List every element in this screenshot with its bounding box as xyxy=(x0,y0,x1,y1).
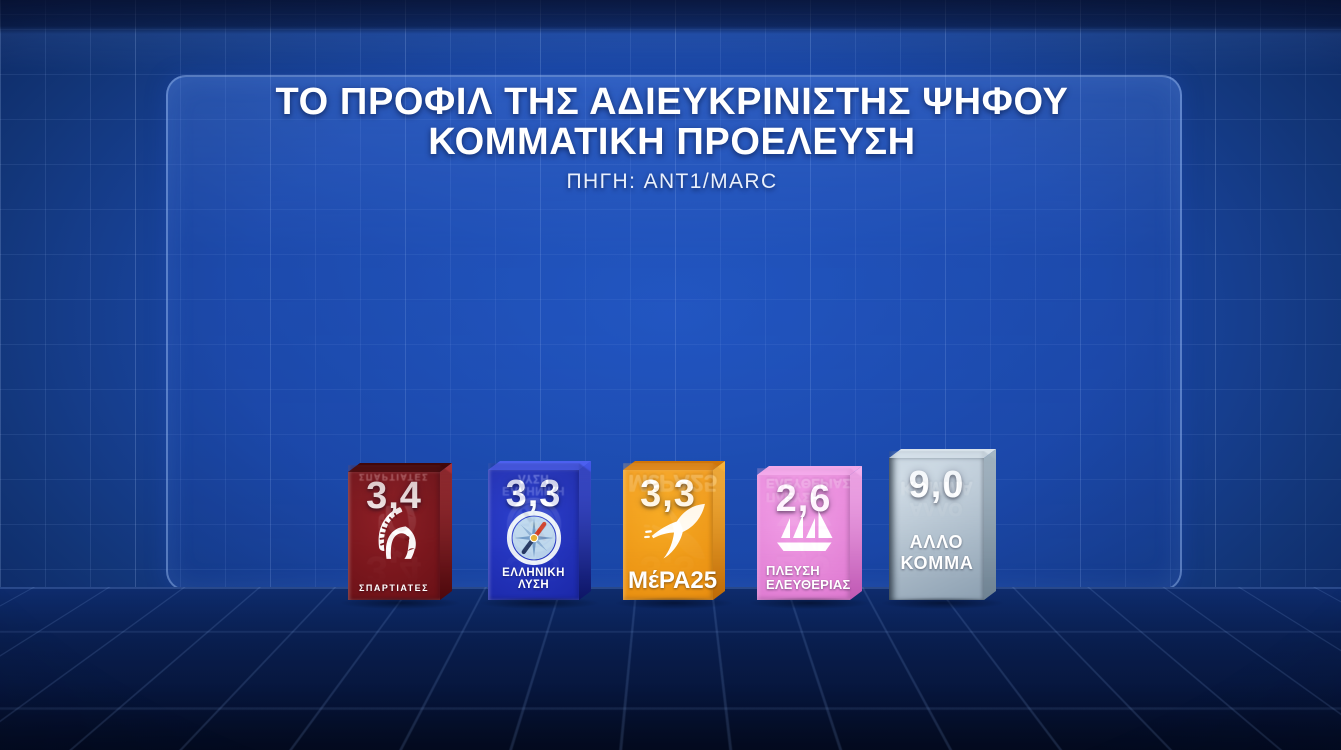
chart-title-line1: ΤΟ ΠΡΟΦΙΛ ΤΗΣ ΑΔΙΕΥΚΡΙΝΙΣΤΗΣ ΨΗΦΟΥ xyxy=(275,81,1069,123)
chart-title-line2: ΚΟΜΜΑΤΙΚΗ ΠΡΟΕΛΕΥΣΗ xyxy=(428,121,916,163)
bar-front-face: 3,3 ΕΛΛΗΝΙΚΗ ΛΥΣΗ xyxy=(488,470,579,600)
header: ΤΟ ΠΡΟΦΙΛ ΤΗΣ ΑΔΙΕΥΚΡΙΝΙΣΤΗΣ ΨΗΦΟΥ ΚΟΜΜΑ… xyxy=(166,82,1178,194)
bar-party-label: ΜέΡΑ25 xyxy=(628,567,718,594)
bar-party-label: ΣΠΑΡΤΙΑΤΕΣ xyxy=(358,583,430,593)
bar-spartiates-box: 3,4 ΣΠΑΡΤΙΑΤΕΣ xyxy=(348,463,452,600)
bar-allo-komma-box: 9,0 ΑΛΛΟ ΚΟΜΜΑ xyxy=(889,449,996,600)
compass-icon xyxy=(488,510,579,566)
swallow-icon xyxy=(623,502,713,560)
bar-front-face: 3,4 ΣΠΑΡΤΙΑΤΕΣ xyxy=(348,472,440,600)
bar-party-label: ΠΛΕΥΣΗ ΕΛΕΥΘΕΡΙΑΣ xyxy=(766,562,851,593)
bar-party-label: ΑΛΛΟ ΚΟΜΜΑ xyxy=(900,531,974,573)
bar-mera25-box: 3,3 ΜέΡΑ25 xyxy=(623,461,725,600)
bar-elliniki-lysi-box: 3,3 ΕΛΛΗΝΙΚΗ ΛΥΣΗ xyxy=(488,461,591,600)
sailboat-icon xyxy=(757,509,850,559)
floor xyxy=(0,587,1341,750)
source-label: ΠΗΓΗ: ANT1/MARC xyxy=(566,170,778,193)
bar-plefsi-box: 2,6 ΠΛΕΥΣΗ ΕΛΕΥΘΕΡΙΑΣ xyxy=(757,466,862,600)
bar-front-face: 2,6 ΠΛΕΥΣΗ ΕΛΕΥΘΕΡΙΑΣ xyxy=(757,475,850,600)
bar-elliniki-lysi: 3,3 ΕΛΛΗΝΙΚΗ ΛΥΣΗ xyxy=(480,461,599,609)
bar-value: 9,0 xyxy=(908,464,965,506)
bar-spartiates: 3,4 ΣΠΑΡΤΙΑΤΕΣ xyxy=(340,463,460,609)
spartan-helmet-icon xyxy=(348,505,440,561)
bar-front-face: 9,0 ΑΛΛΟ ΚΟΜΜΑ xyxy=(889,458,984,600)
bar-mera25: 3,3 ΜέΡΑ25 3,3 xyxy=(615,461,733,609)
bar-front-face: 3,3 ΜέΡΑ25 xyxy=(623,470,717,600)
bar-allo-komma: 9,0 ΑΛΛΟ ΚΟΜΜΑ 9,0 ΑΛΛΟ ΚΟΜΜΑ xyxy=(881,449,1004,609)
bar-plefsi-eleftherias: 2,6 ΠΛΕΥΣΗ ΕΛΕΥΘΕΡΙΑΣ 2,6 xyxy=(749,466,870,609)
bar-party-label: ΕΛΛΗΝΙΚΗ ΛΥΣΗ xyxy=(502,567,565,591)
